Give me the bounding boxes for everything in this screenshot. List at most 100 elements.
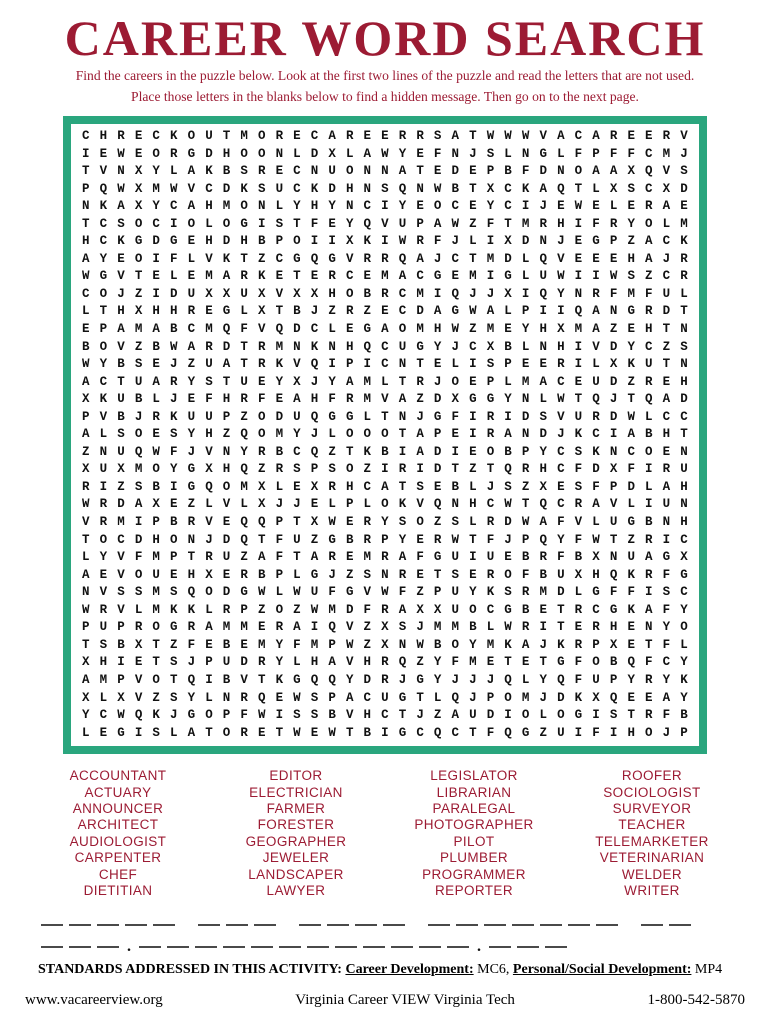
grid-letter: Y — [187, 427, 196, 442]
grid-letter: P — [170, 550, 178, 565]
grid-letter: E — [433, 357, 442, 372]
grid-letter: B — [680, 708, 688, 723]
grid-letter: A — [592, 497, 600, 512]
grid-letter: C — [381, 339, 389, 354]
grid-letter: S — [328, 462, 336, 477]
answer-blank — [596, 911, 618, 927]
grid-letter: C — [574, 129, 583, 143]
grid-letter: K — [170, 602, 178, 617]
grid-letter: U — [574, 409, 583, 424]
grid-letter: P — [240, 602, 248, 617]
grid-letter: N — [310, 164, 319, 179]
grid-letter: N — [574, 286, 583, 301]
grid-letter: T — [275, 725, 284, 740]
grid-letter: H — [187, 567, 196, 582]
grid-letter: L — [205, 690, 213, 705]
grid-letter: I — [574, 339, 583, 354]
grid-letter: T — [451, 462, 460, 477]
grid-letter: Y — [99, 550, 108, 565]
grid-letter: M — [257, 637, 266, 652]
grid-letter: Q — [592, 392, 600, 407]
grid-letter: M — [363, 550, 372, 565]
grid-letter: L — [574, 585, 583, 600]
grid-letter: R — [187, 620, 196, 635]
grid-letter: C — [345, 269, 354, 284]
grid-letter: I — [521, 199, 530, 214]
grid-letter: J — [328, 567, 336, 582]
grid-letter: L — [645, 409, 653, 424]
grid-letter: F — [574, 672, 583, 687]
grid-letter: D — [451, 164, 460, 179]
grid-letter: H — [222, 392, 231, 407]
grid-letter: F — [433, 146, 442, 161]
answer-blank — [153, 911, 175, 927]
grid-letter: H — [557, 339, 565, 354]
grid-letter: T — [504, 655, 512, 670]
grid-letter: R — [416, 129, 424, 143]
grid-letter: F — [627, 585, 635, 600]
grid-letter: M — [152, 181, 160, 196]
grid-letter: R — [328, 550, 336, 565]
grid-letter: Q — [398, 181, 407, 196]
grid-letter: Q — [310, 672, 319, 687]
grid-letter: G — [222, 304, 231, 319]
grid-letter: Y — [627, 339, 635, 354]
grid-letter: Z — [222, 427, 231, 442]
grid-letter: I — [328, 357, 336, 372]
grid-letter: T — [257, 672, 266, 687]
grid-letter: X — [609, 357, 618, 372]
grid-letter: F — [275, 532, 284, 547]
grid-letter: Z — [187, 357, 196, 372]
grid-letter: W — [557, 269, 565, 284]
grid-letter: C — [381, 708, 389, 723]
grid-letter: N — [416, 181, 424, 196]
word-list-item: SURVEYOR — [612, 800, 692, 816]
grid-letter: A — [187, 725, 196, 740]
grid-letter: C — [592, 602, 600, 617]
grid-letter: S — [170, 655, 178, 670]
grid-letter: P — [117, 620, 125, 635]
grid-letter: J — [609, 392, 618, 407]
grid-letter: S — [170, 690, 178, 705]
grid-letter: R — [363, 515, 372, 530]
grid-letter: S — [134, 357, 143, 372]
grid-letter: Z — [363, 462, 372, 477]
grid-letter: Z — [240, 409, 248, 424]
grid-letter: R — [416, 374, 424, 389]
grid-letter: T — [680, 304, 688, 319]
grid-letter: X — [328, 146, 336, 161]
grid-letter: L — [205, 497, 213, 512]
grid-letter: X — [433, 602, 442, 617]
grid-letter: I — [645, 585, 653, 600]
grid-letter: A — [257, 550, 266, 565]
grid-letter: D — [222, 339, 231, 354]
grid-letter: D — [222, 181, 231, 196]
grid-letter: E — [275, 392, 284, 407]
grid-letter: Y — [152, 164, 160, 179]
grid-letter: T — [134, 269, 143, 284]
grid-letter: S — [451, 515, 460, 530]
grid-letter: E — [451, 269, 460, 284]
grid-letter: D — [222, 532, 231, 547]
grid-letter: U — [240, 286, 248, 301]
grid-letter: X — [152, 497, 160, 512]
word-list-column-3: LEGISLATOR LIBRARIAN PARALEGAL PHOTOGRAPHER… — [385, 768, 563, 899]
grid-letter: I — [574, 357, 583, 372]
grid-letter: X — [117, 690, 125, 705]
grid-letter: O — [240, 199, 248, 214]
grid-letter: E — [609, 251, 618, 266]
grid-letter: A — [363, 146, 372, 161]
grid-letter: R — [521, 462, 530, 477]
grid-letter: H — [310, 392, 319, 407]
grid-letter: M — [539, 585, 547, 600]
grid-letter: E — [451, 427, 460, 442]
grid-letter: E — [134, 129, 143, 143]
grid-letter: U — [451, 585, 460, 600]
grid-letter: O — [152, 146, 160, 161]
grid-letter: E — [170, 567, 178, 582]
grid-letter: C — [205, 181, 213, 196]
grid-letter: V — [99, 585, 108, 600]
grid-letter: M — [363, 392, 372, 407]
grid-letter: B — [451, 181, 460, 196]
grid-letter: J — [134, 409, 143, 424]
